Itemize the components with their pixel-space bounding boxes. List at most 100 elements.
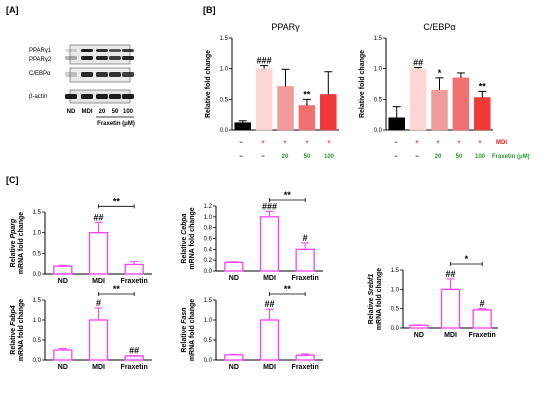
- category-label: MDI: [92, 278, 105, 285]
- bar-ND: [409, 324, 429, 329]
- y-axis-label-line2: mRNA fold change: [189, 207, 196, 269]
- bar-Fraxetin: [124, 355, 144, 361]
- y-tick-label: 1.5: [391, 268, 400, 274]
- bar-ND: [53, 349, 73, 361]
- conditions-left: − + + + + − − 20 50 100: [239, 140, 334, 160]
- blot-band: [96, 72, 108, 77]
- bar-MDI: [88, 319, 109, 361]
- y-axis-label: Relative Fabp4: [10, 305, 17, 355]
- y-tick-label: 1.0: [33, 318, 42, 324]
- y-axis-label: Relative Fasn: [181, 307, 188, 352]
- category-label: Fraxetin: [469, 332, 496, 339]
- mdi-cond-r2: +: [415, 140, 419, 146]
- blot-band: [81, 49, 93, 52]
- panel-label-a: [A]: [6, 5, 19, 15]
- category-label: ND: [58, 364, 68, 371]
- y-tick-label: 0.0: [220, 128, 229, 134]
- frax-cond-r2: −: [415, 154, 419, 160]
- chart-Fasn: 0.0 0.5 1.0 1.5 Relative Fasn mRNA fold chang…: [181, 284, 323, 371]
- fraxetin-cond-label: Fraxetin (μM): [492, 154, 530, 160]
- western-blot: PPARγ1 PPARγ2 C/EBPα β-actin ND MDI 20 5…: [29, 44, 135, 127]
- y-tick-label: 0.5: [33, 338, 42, 344]
- y-tick-label: 1.5: [374, 36, 383, 42]
- bracket-significance: *: [465, 254, 469, 264]
- mdi-cond-2: +: [261, 140, 265, 146]
- bar-MDI: [255, 68, 273, 131]
- blot-band: [96, 94, 108, 99]
- significance-marker: #: [96, 298, 101, 308]
- mdi-cond-r4: +: [457, 140, 461, 146]
- mdi-cond-r1: −: [394, 140, 398, 146]
- bracket-significance: **: [284, 190, 292, 200]
- band-label-cebpa: C/EBPα: [29, 71, 51, 77]
- bar-20: [277, 86, 294, 131]
- y-tick-label: 0.5: [220, 97, 229, 103]
- lane-label-20: 20: [99, 109, 106, 115]
- blot-band: [81, 56, 93, 60]
- blot-band: [65, 49, 77, 52]
- y-tick-label: 0.0: [33, 272, 42, 278]
- chart-title: C/EBPα: [423, 22, 455, 32]
- blot-band: [109, 56, 121, 60]
- category-label: Fraxetin: [292, 364, 319, 371]
- frax-cond-r4: 50: [456, 154, 463, 160]
- blot-band: [109, 94, 121, 99]
- y-tick-label: 0.5: [374, 97, 383, 103]
- y-tick-label: 1.0: [391, 287, 400, 293]
- category-label: ND: [414, 332, 424, 339]
- bar-100: [320, 94, 337, 131]
- bracket-significance: **: [113, 196, 121, 206]
- y-tick-label: 1.5: [33, 298, 42, 304]
- blot-band: [81, 94, 93, 99]
- category-label: ND: [58, 278, 68, 285]
- frax-cond-1: −: [239, 154, 243, 160]
- significance-marker: #: [480, 299, 485, 309]
- frax-cond-2: −: [261, 154, 265, 160]
- category-label: ND: [229, 275, 239, 282]
- y-axis-label: Relative fold change: [205, 50, 212, 118]
- chart-PPARγ: 0.0 0.5 1.0 1.5 PPARγ Relative fold change ###…: [205, 22, 339, 134]
- bar-Fraxetin: [472, 309, 492, 329]
- bar-ND: [388, 117, 405, 131]
- frax-cond-r1: −: [394, 154, 398, 160]
- significance-marker: **: [479, 81, 487, 91]
- category-label: ND: [229, 364, 239, 371]
- y-axis-label-line2: mRNA fold change: [18, 212, 25, 274]
- y-tick-label: 1.0: [204, 215, 213, 221]
- significance-marker: *: [438, 68, 442, 78]
- y-axis-label-line2: mRNA fold change: [376, 268, 383, 330]
- y-axis-label-line2: mRNA fold change: [189, 299, 196, 361]
- category-label: MDI: [263, 275, 276, 282]
- y-axis-label-line2: mRNA fold change: [18, 299, 25, 361]
- mdi-cond-5: +: [327, 140, 331, 146]
- chart-Srebf1: 0.0 0.5 1.0 1.5 Relative Srebf1 mRNA fold cha…: [368, 254, 498, 339]
- bar-MDI: [440, 288, 461, 329]
- mdi-label: MDI: [496, 140, 507, 146]
- blot-band: [81, 72, 93, 77]
- significance-marker: **: [303, 89, 311, 99]
- significance-marker: ##: [413, 57, 423, 67]
- panel-label-b: [B]: [203, 5, 216, 15]
- blot-band: [96, 49, 108, 52]
- category-label: Fraxetin: [121, 278, 148, 285]
- blot-band: [65, 94, 77, 99]
- bar-MDI: [88, 232, 109, 275]
- category-label: MDI: [263, 364, 276, 371]
- bracket-significance: **: [284, 284, 292, 294]
- blot-strip-pparg: [69, 44, 131, 65]
- chart-Cebpa: 0.0 0.2 0.4 0.6 0.8 1.0 1.2 Relative Cebpa mRNA …: [181, 190, 323, 282]
- bar-MDI: [259, 319, 280, 361]
- mdi-cond-4: +: [305, 140, 309, 146]
- y-tick-label: 0.0: [204, 358, 213, 364]
- bar-MDI: [259, 216, 280, 272]
- y-tick-label: 0.4: [204, 247, 213, 253]
- bar-20: [431, 89, 448, 131]
- y-tick-label: 1.5: [33, 210, 42, 216]
- bar-Fraxetin: [295, 248, 315, 272]
- bracket-significance: **: [113, 284, 121, 294]
- bar-50: [452, 77, 470, 131]
- y-tick-label: 1.2: [204, 204, 213, 210]
- chart-title: PPARγ: [271, 22, 300, 32]
- significance-marker: ##: [445, 269, 455, 279]
